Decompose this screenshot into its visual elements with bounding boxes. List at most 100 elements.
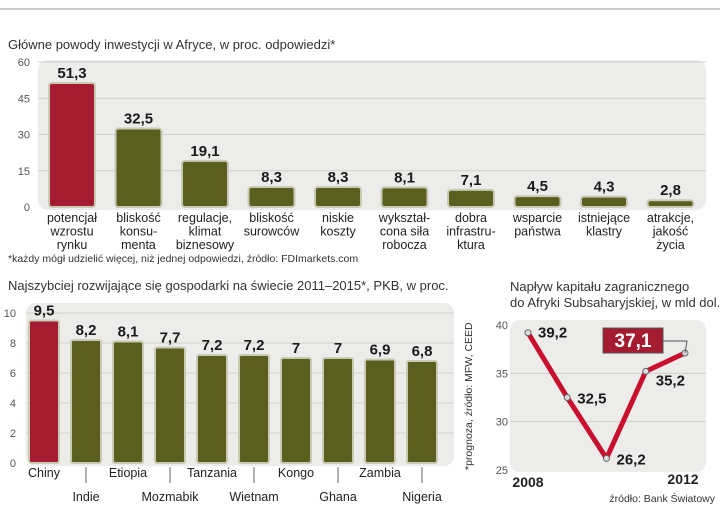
- bar-value-label: 19,1: [190, 143, 219, 160]
- chart1-footnote: *każdy mógł udzielić więcej, niż jednej …: [8, 253, 358, 265]
- bar: [280, 357, 312, 464]
- bar-value-label: 4,5: [527, 178, 548, 195]
- category-label: istniejące: [578, 211, 630, 225]
- category-label: surowców: [244, 225, 301, 239]
- category-label: ktura: [457, 238, 485, 252]
- y-tick-label: 40: [496, 320, 508, 332]
- data-point: [524, 329, 532, 337]
- category-label: koszty: [320, 225, 356, 239]
- bar-value-label: 7: [292, 340, 300, 357]
- investment-reasons-chart: Główne powody inwestycji w Afryce, w pro…: [8, 37, 706, 265]
- data-value-label: 39,2: [538, 325, 567, 342]
- category-label: bliskość: [249, 211, 293, 225]
- category-label: klimat: [189, 225, 222, 239]
- bar-value-label: 6,9: [370, 342, 391, 359]
- y-tick-label: 2: [10, 428, 16, 440]
- y-tick-label: 8: [10, 338, 16, 350]
- category-label: jakość: [652, 225, 688, 239]
- category-label: biznesowy: [176, 238, 235, 252]
- bar: [322, 357, 354, 464]
- bar: [380, 186, 429, 209]
- bar-value-label: 8,2: [76, 322, 97, 339]
- bar: [48, 82, 96, 208]
- y-tick-label: 15: [18, 166, 30, 178]
- y-tick-label: 10: [4, 308, 16, 320]
- highlight-value-box: [602, 327, 664, 354]
- data-point: [603, 454, 610, 462]
- y-tick-label: 35: [496, 368, 508, 380]
- x-tick-label: 2008: [512, 474, 543, 490]
- bar-value-label: 7,7: [160, 330, 181, 347]
- bar: [247, 185, 296, 208]
- y-tick-label: 60: [18, 57, 30, 69]
- chart2-source: *prognoza, źródło: MFW, CEED: [463, 322, 475, 470]
- bar: [238, 354, 270, 464]
- chart3-source: źródło: Bank Światowy: [609, 492, 715, 505]
- category-label: atrakcje,: [647, 211, 694, 225]
- data-point: [642, 367, 650, 375]
- category-label: niskie: [322, 211, 354, 225]
- bar: [154, 346, 186, 464]
- category-label: klastry: [586, 225, 623, 239]
- y-tick-label: 30: [18, 130, 30, 142]
- y-tick-label: 0: [10, 458, 16, 470]
- category-label: państwa: [514, 225, 561, 239]
- bar: [447, 188, 495, 208]
- y-tick-label: 0: [24, 202, 30, 214]
- category-label: konsu-: [120, 225, 158, 239]
- bar: [646, 199, 695, 209]
- x-tick-label: 2012: [667, 471, 698, 487]
- bar-value-label: 7: [334, 340, 342, 357]
- category-label: dobra: [455, 211, 487, 225]
- chart3-plot-bg: [510, 320, 706, 472]
- bar: [314, 185, 362, 208]
- category-label: Zambia: [359, 466, 401, 480]
- data-value-label: 26,2: [617, 451, 646, 468]
- bar-value-label: 51,3: [57, 65, 86, 82]
- category-label: Tanzania: [187, 466, 237, 480]
- fastest-economies-chart: Najszybciej rozwijające się gospodarki n…: [4, 278, 475, 504]
- category-label: Wietnam: [229, 490, 278, 504]
- data-point: [563, 394, 571, 401]
- bar-value-label: 9,5: [34, 303, 55, 320]
- category-label: menta: [121, 238, 156, 252]
- category-label: bliskość: [116, 211, 160, 225]
- bar: [513, 195, 562, 208]
- category-label: Etiopia: [109, 466, 147, 480]
- bar-value-label: 2,8: [660, 182, 681, 199]
- category-label: Nigeria: [402, 490, 442, 504]
- y-tick-label: 30: [496, 417, 508, 429]
- category-label: regulacje,: [178, 211, 232, 225]
- category-label: cona siła: [380, 225, 429, 239]
- category-label: Chiny: [28, 466, 61, 480]
- bar: [181, 159, 229, 208]
- bar-value-label: 7,2: [202, 337, 223, 354]
- category-label: Kongo: [278, 466, 314, 480]
- bar-value-label: 8,3: [261, 169, 282, 186]
- bar-value-label: 8,1: [118, 324, 139, 341]
- chart3-title-line1: Napływ kapitału zagranicznego: [510, 279, 689, 294]
- data-value-label: 32,5: [577, 391, 606, 408]
- category-label: robocza: [382, 238, 427, 252]
- category-label: wzrostu: [49, 225, 93, 239]
- bar: [580, 195, 628, 209]
- y-tick-label: 4: [10, 398, 16, 410]
- bar-value-label: 7,2: [244, 337, 265, 354]
- bar-value-label: 32,5: [124, 110, 153, 127]
- data-value-label: 35,2: [656, 372, 685, 389]
- category-label: Ghana: [319, 490, 357, 504]
- y-tick-label: 45: [18, 93, 30, 105]
- category-label: infrastru-: [446, 225, 495, 239]
- category-label: wsparcie: [512, 211, 562, 225]
- chart1-title: Główne powody inwestycji w Afryce, w pro…: [8, 37, 335, 52]
- capital-inflow-chart: Napływ kapitału zagranicznego do Afryki …: [496, 279, 720, 505]
- data-value-label: 37,1: [615, 331, 652, 352]
- bar: [364, 358, 396, 464]
- category-label: życia: [656, 238, 685, 252]
- bar-value-label: 8,3: [328, 169, 349, 186]
- category-label: Mozmabik: [142, 490, 200, 504]
- bar-value-label: 6,8: [412, 343, 433, 360]
- chart2-title: Najszybciej rozwijające się gospodarki n…: [8, 278, 449, 293]
- bar: [196, 354, 228, 464]
